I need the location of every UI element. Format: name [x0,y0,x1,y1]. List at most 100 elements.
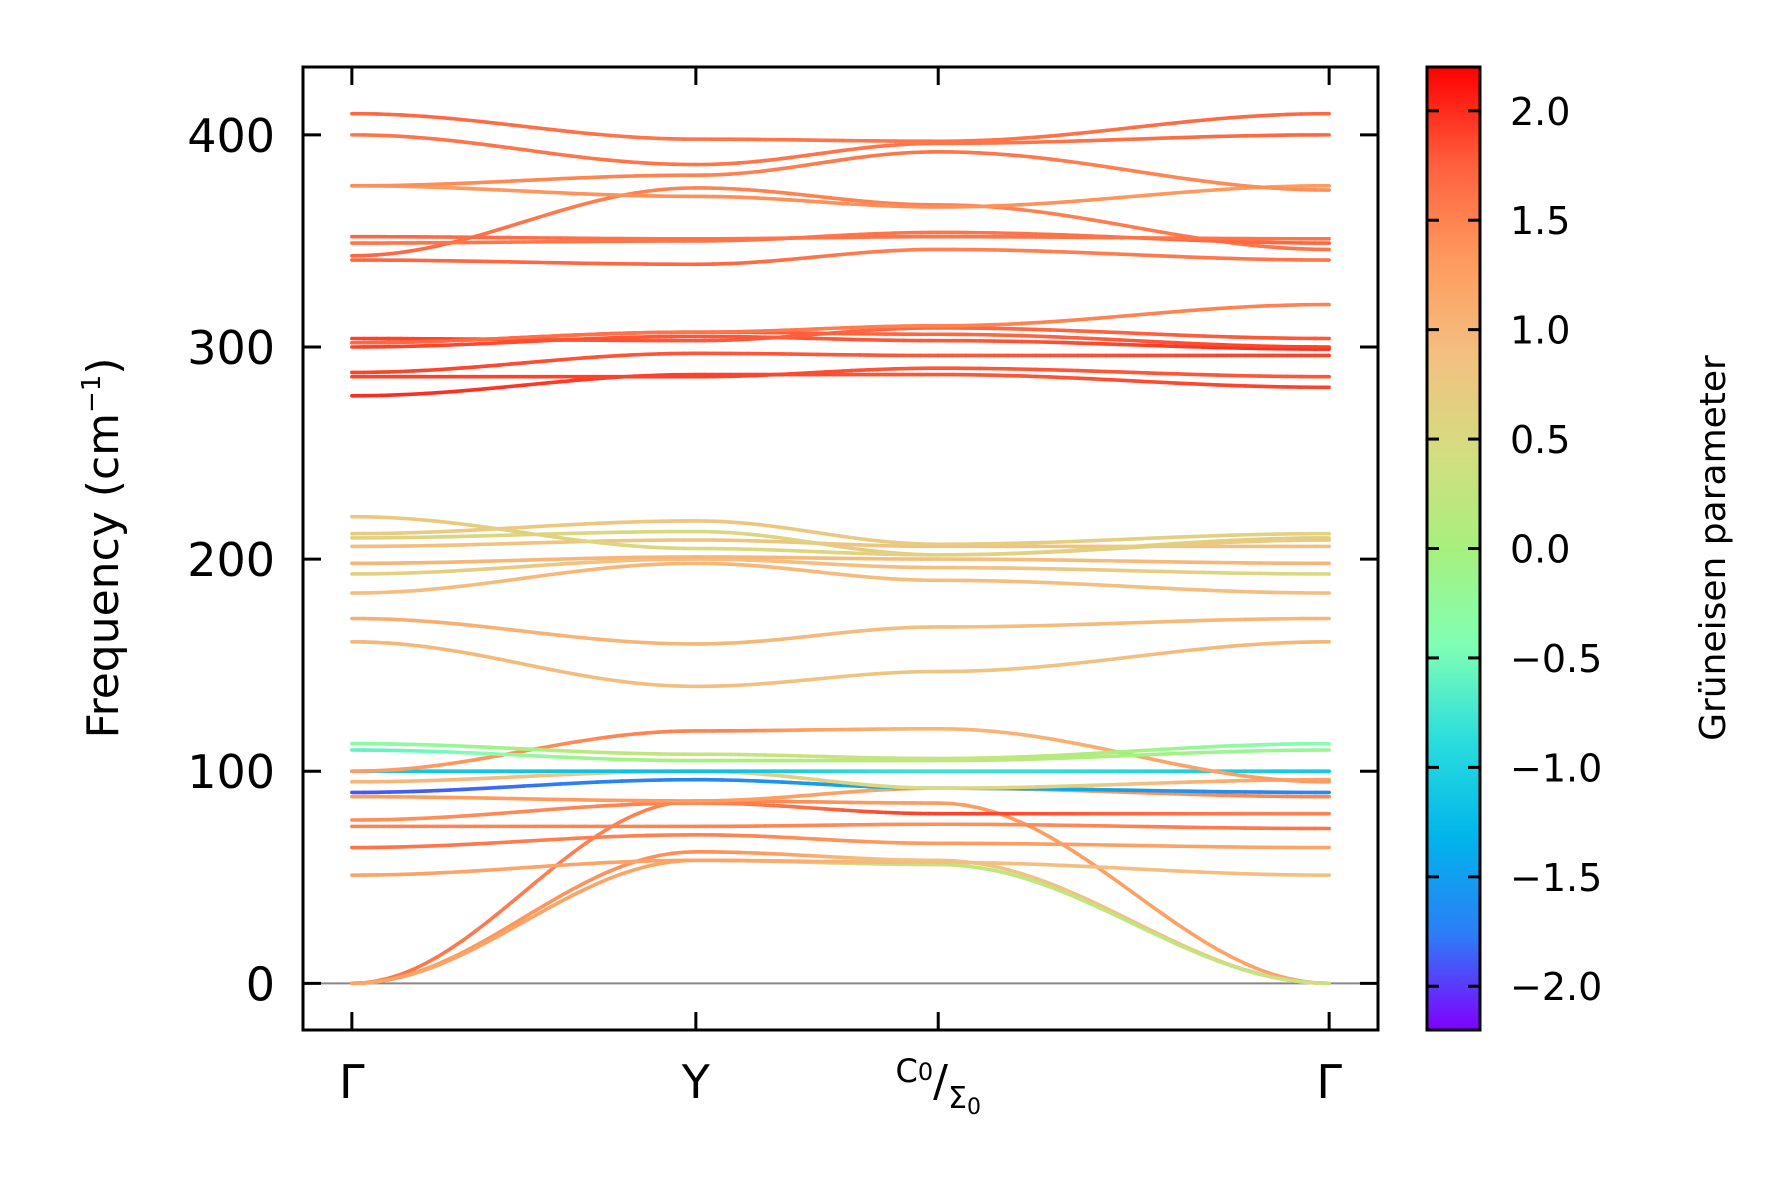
band-segment [436,569,452,574]
band-segment [644,682,661,687]
band-segment [1117,913,1136,924]
band-segment [546,863,563,868]
band-segment [657,683,674,688]
band-segment [1187,381,1206,387]
band-segment [608,353,624,358]
band-segment [1090,538,1108,543]
band-segment [485,625,502,631]
band-segment [1173,921,1192,935]
band-segment [583,780,600,785]
band-segment [386,112,403,117]
band-segment [497,840,514,845]
band-segment [485,811,502,817]
band-segment [1131,866,1150,872]
band-segment [534,901,551,913]
band-segment [546,176,563,182]
band-segment [558,755,575,760]
band-segment [1131,653,1150,659]
band-segment [411,517,428,522]
band-segment [558,748,575,754]
band-segment [472,341,489,346]
band-segment [509,339,526,345]
band-opt-100b [350,726,1331,784]
band-segment [1187,238,1206,243]
band-segment [460,622,477,628]
band-segment [509,890,526,905]
band-segment [1103,195,1122,201]
band-segment [1062,233,1080,238]
band-segment [1076,130,1094,136]
band-segment [1201,870,1220,875]
band-segment [632,189,649,195]
band-segment [485,933,502,944]
band-segment [509,123,526,129]
band-segment [436,585,452,591]
band-segment [978,151,996,156]
band-segment [1117,881,1136,895]
band-segment [1103,750,1122,755]
colorbar-tick-label: −1.0 [1510,746,1602,790]
band-segment [1103,583,1122,588]
band-segment [386,617,403,622]
colorbar-tick-label: 1.5 [1510,199,1570,243]
band-segment [1271,245,1290,250]
band-segment [386,133,403,139]
band-segment [399,588,416,594]
band-segment [1076,864,1094,869]
band-segment [399,248,416,255]
band-segment [595,637,612,643]
band-segment [571,780,588,786]
band-segment [978,866,996,873]
band-opt-288 [350,351,1331,375]
band-segment [1173,340,1192,346]
band-segment [411,968,428,976]
band-segment [992,151,1010,157]
band-segment [1145,928,1164,939]
band-segment [399,113,416,118]
band-segment [620,563,637,569]
band-segment [1201,645,1220,651]
band-segment [1020,871,1038,881]
band-segment [558,772,575,777]
band-segment [1285,246,1304,251]
band-segment [1006,136,1024,141]
band-segment [1201,306,1220,312]
band-segment [522,189,538,194]
band-segment [964,803,982,810]
band-segment [472,751,489,756]
band-segment [558,850,575,864]
band-segment [595,354,612,359]
band-segment [509,749,526,756]
band-segment [472,523,489,530]
band-segment [472,180,489,185]
band-segment [497,340,514,345]
band-segment [1299,779,1317,784]
band-segment [644,161,661,166]
band-segment [472,937,489,948]
band-segment [509,361,526,366]
band-segment [485,910,502,925]
band-segment [571,154,588,160]
band-segment [1048,863,1066,868]
band-segment [522,774,538,779]
y-tick-label: 400 [187,109,275,163]
band-segment [632,352,649,357]
band-segment [399,642,416,648]
colorbar-tick-label: 2.0 [1510,90,1570,134]
band-segment [534,149,551,155]
band-segment [522,147,538,154]
band-segment [558,836,575,841]
band-segment [497,336,514,341]
band-segment [1131,584,1150,590]
band-segment [534,126,551,132]
band-segment [485,753,502,760]
band-segment [509,915,526,927]
band-segment [1076,336,1094,341]
band-segment [1090,902,1108,913]
band-segment [1006,551,1024,556]
band-segment [595,803,612,809]
band-segment [1117,167,1136,173]
band-segment [558,128,575,134]
band-segment [1076,751,1094,757]
band-segment [1173,189,1192,195]
